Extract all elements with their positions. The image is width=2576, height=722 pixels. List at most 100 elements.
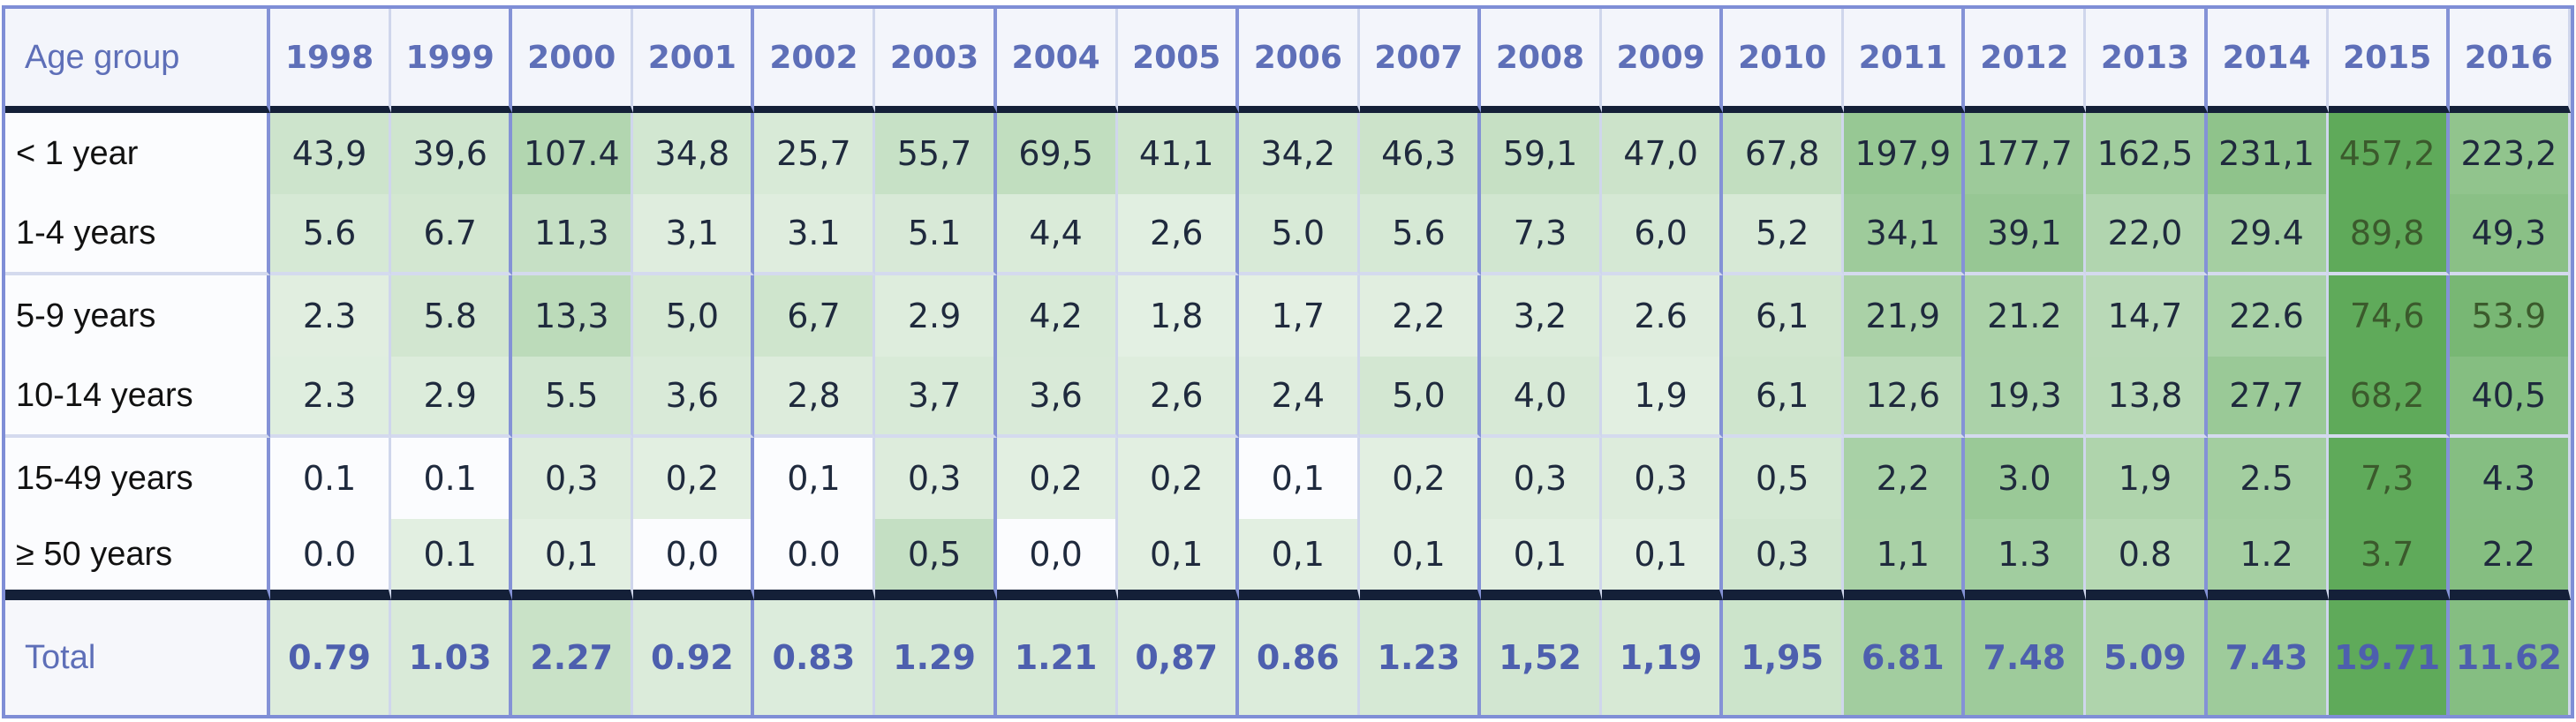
rate-cell: 25,7 [754,113,876,194]
rate-cell: 1,9 [2086,438,2208,519]
total-cell: 0.86 [1238,600,1360,715]
total-cell: 1.29 [875,600,997,715]
rate-cell: 40,5 [2449,357,2571,438]
total-cell: 19.71 [2328,600,2450,715]
age-group-label: < 1 year [5,113,271,194]
rate-cell: 0,1 [1117,519,1239,600]
rate-cell: 5.6 [1359,194,1481,275]
rate-cell: 0,3 [1480,438,1603,519]
year-header-2012: 2012 [1965,9,2087,113]
rate-cell: 68,2 [2328,357,2450,438]
total-row: Total 0.79 1.03 2.27 0.92 0.83 1.29 1.21 0,87 0.8… [5,600,2571,715]
rate-cell: 21.2 [1965,275,2087,357]
rate-cell: 6,1 [1723,357,1845,438]
rate-cell: 19,3 [1965,357,2087,438]
rate-cell: 2.2 [2449,519,2571,600]
rate-cell: 34,8 [633,113,755,194]
rate-cell: 5.8 [391,275,513,357]
rate-cell: 1,9 [1602,357,1724,438]
rate-cell: 231,1 [2207,113,2329,194]
rate-cell: 0.1 [270,438,392,519]
age-group-label: 5-9 years [5,275,271,357]
total-cell: 0,87 [1117,600,1239,715]
rate-cell: 67,8 [1723,113,1845,194]
rate-cell: 5.6 [270,194,392,275]
rate-cell: 39,6 [391,113,513,194]
table-row: 5-9 years 2.3 5.8 13,3 5,0 6,7 2.9 4,2 1,8 1,7 2,2… [5,275,2571,357]
rate-cell: 22.6 [2207,275,2329,357]
rate-cell: 2,8 [754,357,876,438]
rate-cell: 5,0 [633,275,755,357]
rate-cell: 2.5 [2207,438,2329,519]
rate-cell: 2,6 [1117,194,1239,275]
rate-cell: 13,3 [512,275,634,357]
rate-cell: 2.3 [270,357,392,438]
total-cell: 1,19 [1602,600,1724,715]
rate-cell: 0,2 [996,438,1118,519]
rate-cell: 4,0 [1480,357,1603,438]
table-row: 1-4 years 5.6 6.7 11,3 3,1 3.1 5.1 4,4 2,6 5.0 5.6… [5,194,2571,275]
rate-cell: 74,6 [2328,275,2450,357]
rate-cell: 197,9 [1844,113,1966,194]
rate-cell: 0.1 [391,438,513,519]
rate-cell: 0.0 [270,519,392,600]
rate-cell: 0,1 [1359,519,1481,600]
rate-cell: 2,2 [1359,275,1481,357]
age-group-header: Age group [5,9,271,113]
incidence-table: Age group 1998 1999 2000 2001 2002 2003 2004 200… [2,5,2574,718]
rate-cell: 5,0 [1359,357,1481,438]
total-cell: 0.92 [633,600,755,715]
rate-cell: 4.3 [2449,438,2571,519]
rate-cell: 2.9 [391,357,513,438]
rate-cell: 1.3 [1965,519,2087,600]
year-header-2004: 2004 [996,9,1118,113]
rate-cell: 89,8 [2328,194,2450,275]
rate-cell: 162,5 [2086,113,2208,194]
rate-cell: 0,3 [1723,519,1845,600]
rate-cell: 0.1 [391,519,513,600]
year-header-2009: 2009 [1602,9,1724,113]
rate-cell: 49,3 [2449,194,2571,275]
year-header-2014: 2014 [2207,9,2329,113]
rate-cell: 0,1 [1238,519,1360,600]
rate-cell: 5.1 [875,194,997,275]
rate-cell: 41,1 [1117,113,1239,194]
rate-cell: 1.2 [2207,519,2329,600]
rate-cell: 47,0 [1602,113,1724,194]
rate-cell: 14,7 [2086,275,2208,357]
year-header-1999: 1999 [391,9,513,113]
rate-cell: 3,6 [996,357,1118,438]
rate-cell: 21,9 [1844,275,1966,357]
age-group-label: 10-14 years [5,357,271,438]
rate-cell: 2.9 [875,275,997,357]
rate-cell: 2.6 [1602,275,1724,357]
total-cell: 0.83 [754,600,876,715]
rate-cell: 55,7 [875,113,997,194]
rate-cell: 223,2 [2449,113,2571,194]
rate-cell: 6,7 [754,275,876,357]
rate-cell: 0,2 [1359,438,1481,519]
rate-cell: 29.4 [2207,194,2329,275]
rate-cell: 39,1 [1965,194,2087,275]
total-cell: 1.23 [1359,600,1481,715]
rate-cell: 0.0 [754,519,876,600]
rate-cell: 5.5 [512,357,634,438]
table-body: < 1 year 43,9 39,6 107.4 34,8 25,7 55,7 69,5 41,… [5,113,2571,600]
total-cell: 7.43 [2207,600,2329,715]
year-header-2011: 2011 [1844,9,1966,113]
rate-cell: 4,2 [996,275,1118,357]
total-cell: 11.62 [2449,600,2571,715]
total-cell: 2.27 [512,600,634,715]
rate-cell: 6,0 [1602,194,1724,275]
rate-cell: 3,2 [1480,275,1603,357]
rate-cell: 2,6 [1117,357,1239,438]
year-header-2005: 2005 [1117,9,1239,113]
table-row: ≥ 50 years 0.0 0.1 0,1 0,0 0.0 0,5 0,0 0,1 0,1 0,1… [5,519,2571,600]
rate-cell: 3.7 [2328,519,2450,600]
rate-cell: 69,5 [996,113,1118,194]
rate-cell: 11,3 [512,194,634,275]
rate-cell: 0,1 [1480,519,1603,600]
total-cell: 7.48 [1965,600,2087,715]
rate-cell: 1,8 [1117,275,1239,357]
rate-cell: 5,2 [1723,194,1845,275]
